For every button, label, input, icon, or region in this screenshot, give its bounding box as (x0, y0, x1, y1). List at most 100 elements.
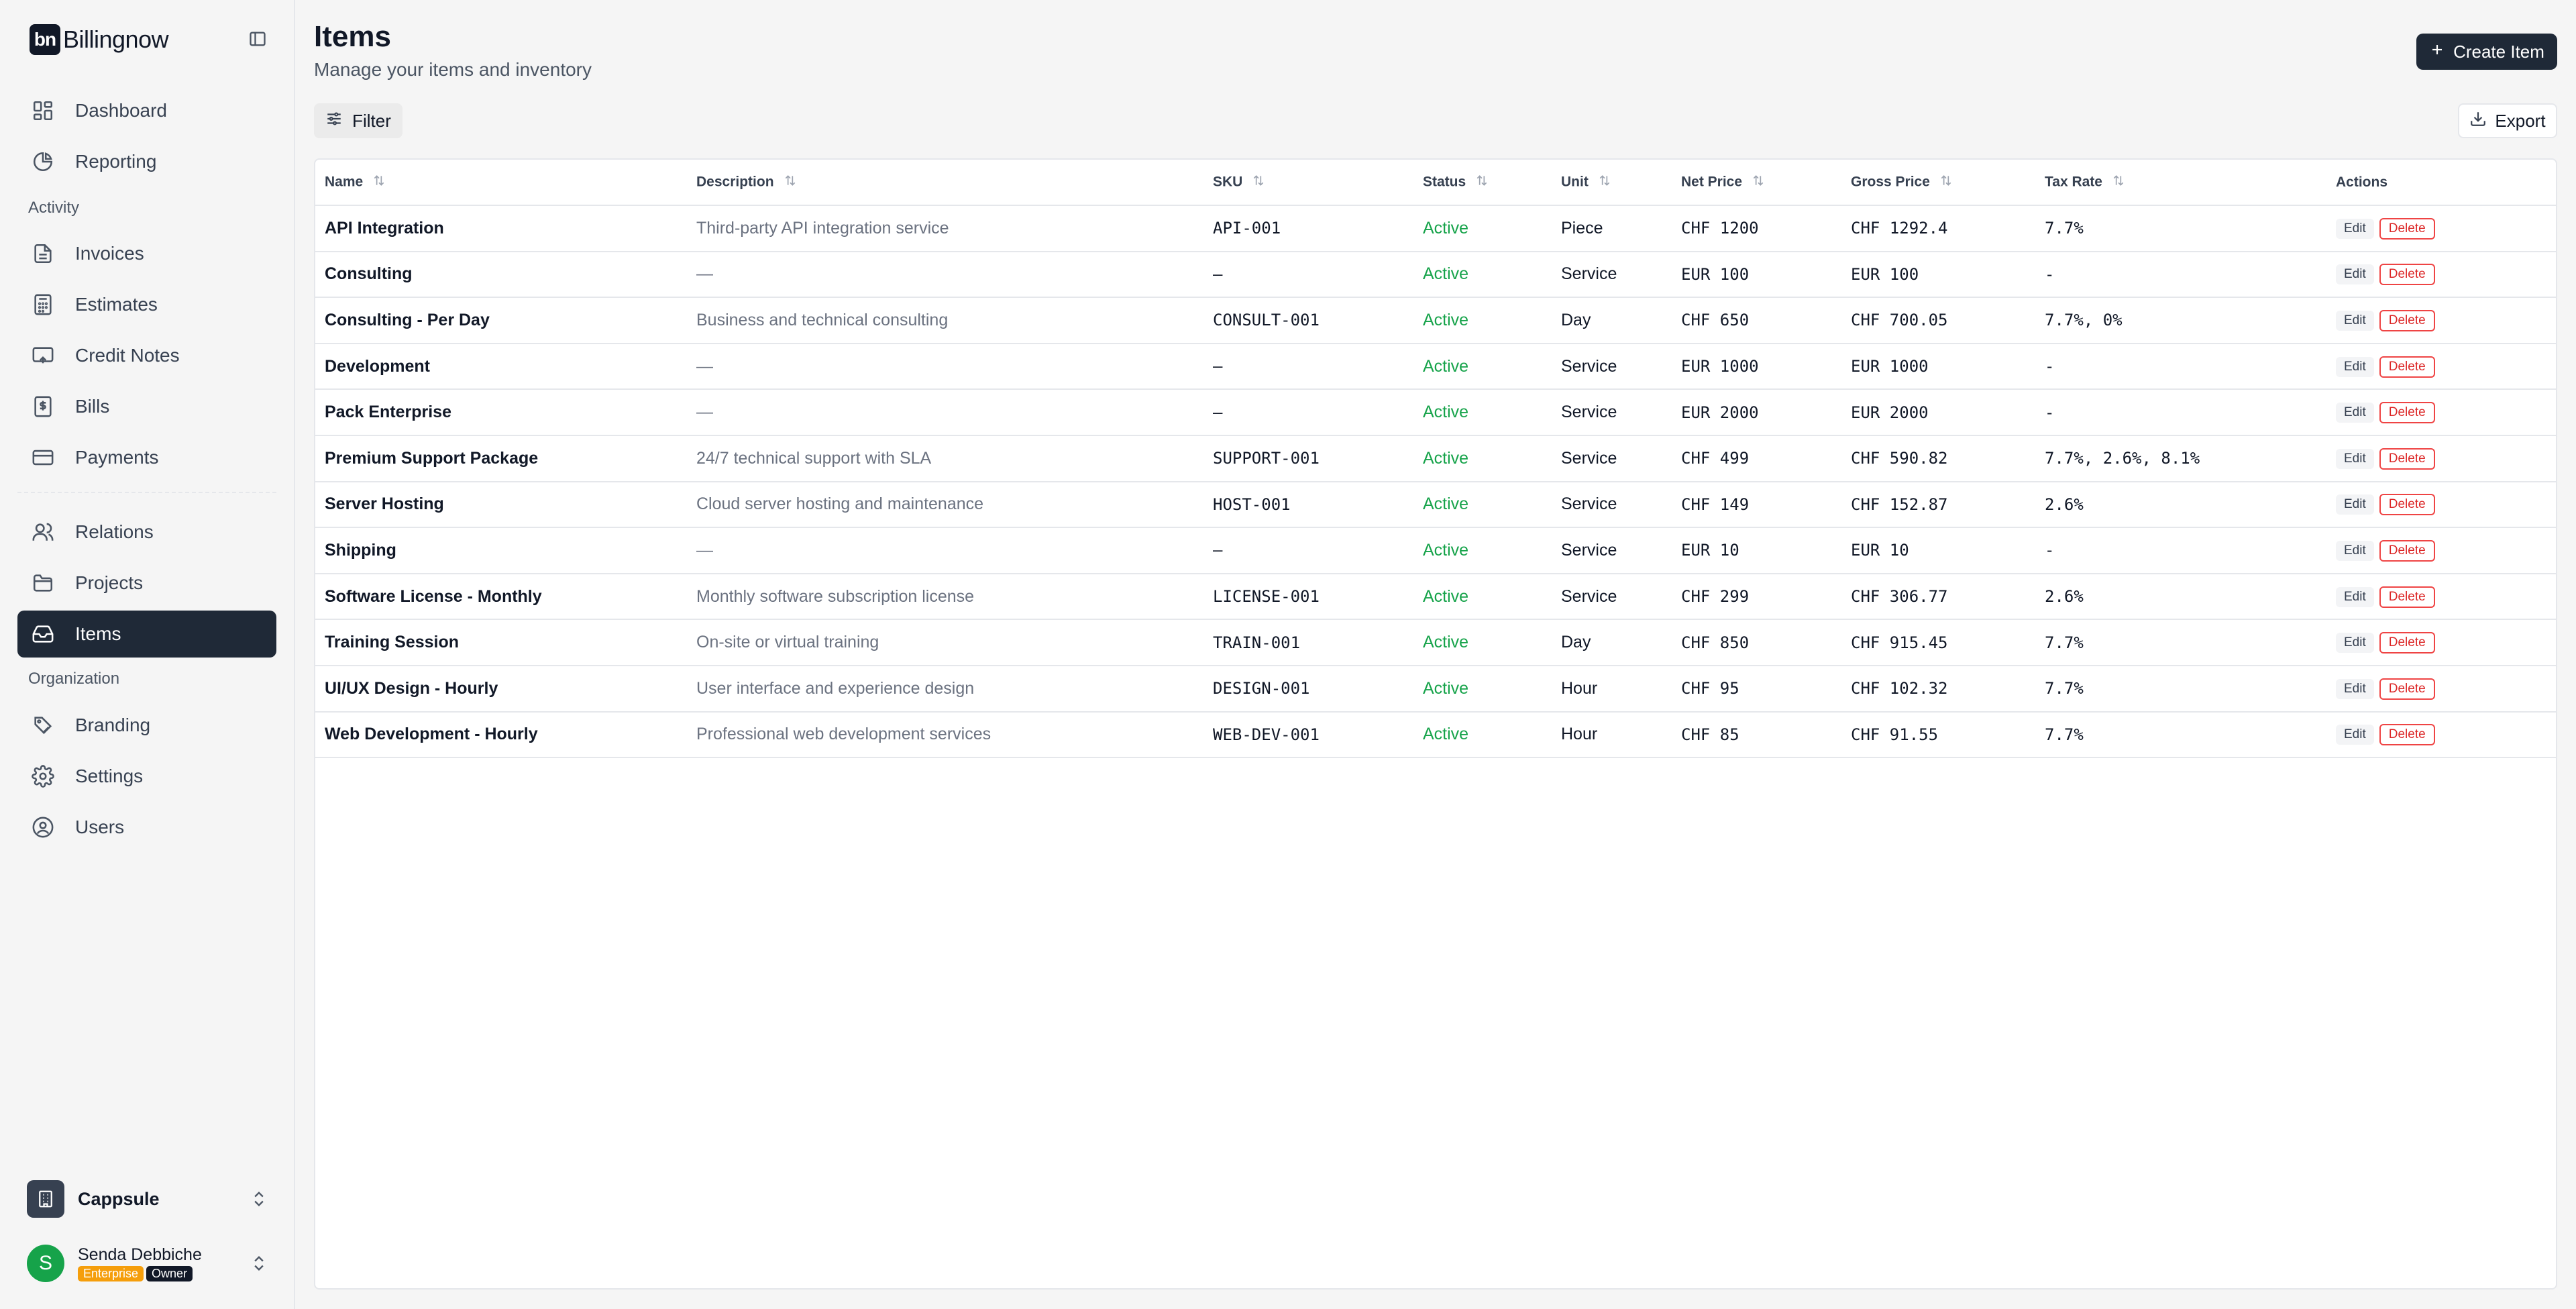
cell-unit: Service (1552, 527, 1672, 574)
cell-actions: Edit Delete (2326, 481, 2556, 529)
export-button[interactable]: Export (2458, 103, 2557, 138)
cell-tax-rate: 7.7% (2035, 665, 2326, 713)
column-header-tax-rate[interactable]: Tax Rate (2035, 160, 2326, 206)
edit-button[interactable]: Edit (2336, 633, 2374, 653)
cell-tax-rate: 2.6% (2035, 573, 2326, 621)
delete-button[interactable]: Delete (2379, 264, 2435, 286)
table-row[interactable]: Premium Support Package 24/7 technical su… (315, 435, 2556, 482)
sort-icon[interactable] (1752, 174, 1765, 191)
user-menu[interactable]: S Senda Debbiche Enterprise Owner (27, 1243, 268, 1284)
delete-button[interactable]: Delete (2379, 356, 2435, 378)
table-row[interactable]: Shipping — — Active Service EUR 10 EUR 10- Edit… (315, 527, 2556, 574)
sort-icon[interactable] (1475, 174, 1489, 191)
sidebar-item-bills[interactable]: Bills (17, 383, 276, 430)
cell-gross-price: CHF 1292.4 (1841, 205, 2035, 252)
brand[interactable]: bn Billingnow (30, 24, 169, 55)
edit-button[interactable]: Edit (2336, 218, 2374, 239)
delete-button[interactable]: Delete (2379, 632, 2435, 654)
sidebar-item-items[interactable]: Items (17, 611, 276, 658)
sort-icon[interactable] (372, 174, 386, 191)
nav-divider (17, 492, 276, 493)
gear-icon (30, 763, 56, 790)
column-header-name[interactable]: Name (315, 160, 687, 206)
sort-icon[interactable] (2112, 174, 2125, 191)
avatar: S (27, 1245, 64, 1282)
dollar-file-icon (30, 393, 56, 420)
cell-tax-rate: 7.7%, 2.6%, 8.1% (2035, 435, 2326, 482)
edit-button[interactable]: Edit (2336, 264, 2374, 285)
table-row[interactable]: Development — — Active Service EUR 1000 EUR 10… (315, 343, 2556, 390)
edit-button[interactable]: Edit (2336, 540, 2374, 561)
create-item-button[interactable]: Create Item (2416, 34, 2557, 70)
delete-button[interactable]: Delete (2379, 402, 2435, 424)
table-row[interactable]: Consulting — — Active Service EUR 100 EUR 100-… (315, 251, 2556, 299)
column-header-description[interactable]: Description (687, 160, 1203, 206)
sidebar-item-users[interactable]: Users (17, 804, 276, 851)
table-row[interactable]: Web Development - Hourly Professional web… (315, 711, 2556, 759)
table-row[interactable]: API Integration Third-party API integrati… (315, 205, 2556, 252)
page-subtitle: Manage your items and inventory (314, 59, 592, 80)
delete-button[interactable]: Delete (2379, 678, 2435, 700)
edit-button[interactable]: Edit (2336, 356, 2374, 377)
table-row[interactable]: Consulting - Per Day Business and technic… (315, 297, 2556, 344)
cell-sku: API-001 (1203, 205, 1413, 252)
cell-tax-rate: - (2035, 251, 2326, 299)
edit-button[interactable]: Edit (2336, 586, 2374, 607)
table-row[interactable]: Software License - Monthly Monthly softwa… (315, 573, 2556, 621)
delete-button[interactable]: Delete (2379, 494, 2435, 516)
sidebar-item-estimates[interactable]: Estimates (17, 281, 276, 328)
cell-unit: Service (1552, 251, 1672, 299)
sidebar-item-relations[interactable]: Relations (17, 509, 276, 556)
sidebar-item-invoices[interactable]: Invoices (17, 230, 276, 277)
delete-button[interactable]: Delete (2379, 309, 2435, 331)
column-header-gross-price[interactable]: Gross Price (1841, 160, 2035, 206)
sort-icon[interactable] (1598, 174, 1611, 191)
table-row[interactable]: Pack Enterprise — — Active Service EUR 2000 EU… (315, 389, 2556, 436)
sidebar-item-credit-notes[interactable]: Credit Notes (17, 332, 276, 379)
cell-name: Shipping (315, 527, 687, 574)
sidebar-item-label: Projects (75, 572, 144, 593)
sort-icon[interactable] (784, 174, 797, 191)
cell-status: Active (1413, 619, 1552, 666)
cell-status: Active (1413, 389, 1552, 436)
sidebar-item-reporting[interactable]: Reporting (17, 138, 276, 185)
delete-button[interactable]: Delete (2379, 448, 2435, 470)
table-row[interactable]: UI/UX Design - Hourly User interface and … (315, 665, 2556, 713)
filter-button[interactable]: Filter (314, 103, 402, 138)
sidebar-item-projects[interactable]: Projects (17, 560, 276, 607)
edit-button[interactable]: Edit (2336, 448, 2374, 469)
items-table: Name Description SKU Status Unit Net Pri… (314, 158, 2557, 1290)
column-header-net-price[interactable]: Net Price (1672, 160, 1841, 206)
delete-button[interactable]: Delete (2379, 539, 2435, 562)
file-text-icon (30, 240, 56, 267)
edit-button[interactable]: Edit (2336, 678, 2374, 699)
delete-button[interactable]: Delete (2379, 724, 2435, 746)
sidebar-toggle-icon[interactable] (248, 30, 267, 48)
edit-button[interactable]: Edit (2336, 725, 2374, 745)
table-row[interactable]: Server Hosting Cloud server hosting and m… (315, 481, 2556, 529)
cell-sku: — (1203, 527, 1413, 574)
sidebar: bn Billingnow Dashboard Reporting Activi… (0, 0, 295, 1309)
org-switcher[interactable]: Cappsule (27, 1180, 268, 1218)
column-header-sku[interactable]: SKU (1203, 160, 1413, 206)
sidebar-item-dashboard[interactable]: Dashboard (17, 87, 276, 134)
sidebar-item-branding[interactable]: Branding (17, 702, 276, 749)
create-item-label: Create Item (2453, 41, 2544, 62)
table-row[interactable]: Training Session On-site or virtual train… (315, 619, 2556, 666)
sidebar-item-payments[interactable]: Payments (17, 434, 276, 481)
sort-icon[interactable] (1252, 174, 1265, 191)
sidebar-item-settings[interactable]: Settings (17, 753, 276, 800)
cell-description: — (687, 251, 1203, 299)
delete-button[interactable]: Delete (2379, 217, 2435, 240)
cell-description: — (687, 343, 1203, 390)
cell-gross-price: EUR 100 (1841, 251, 2035, 299)
column-header-status[interactable]: Status (1413, 160, 1552, 206)
edit-button[interactable]: Edit (2336, 310, 2374, 331)
delete-button[interactable]: Delete (2379, 586, 2435, 608)
cell-name: Software License - Monthly (315, 573, 687, 621)
sort-icon[interactable] (1939, 174, 1953, 191)
edit-button[interactable]: Edit (2336, 494, 2374, 515)
cell-net-price: EUR 1000 (1672, 343, 1841, 390)
edit-button[interactable]: Edit (2336, 403, 2374, 423)
column-header-unit[interactable]: Unit (1552, 160, 1672, 206)
